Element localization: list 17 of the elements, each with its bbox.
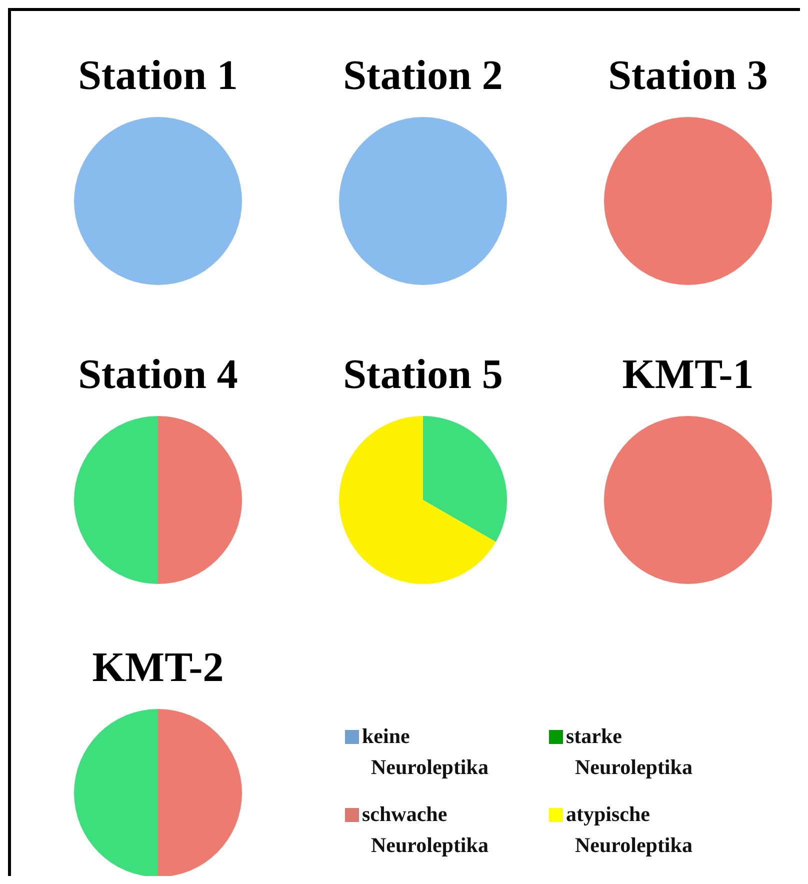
- chart-title: Station 1: [78, 53, 238, 99]
- pie-slice: [158, 416, 242, 584]
- pie-slice: [339, 416, 496, 584]
- chart-title: KMT-1: [622, 352, 754, 398]
- chart-title: Station 5: [343, 352, 503, 398]
- pie-slice: [74, 709, 158, 876]
- pie-slice: [74, 416, 158, 584]
- chart-title: KMT-2: [92, 645, 224, 691]
- pie-slice: [158, 709, 242, 876]
- chart-title: Station 4: [78, 352, 238, 398]
- category-label: schwache Neuroleptika: [362, 802, 489, 857]
- category-label: starke Neuroleptika: [566, 724, 693, 779]
- chart-title: Station 3: [608, 53, 768, 99]
- chart-title: Station 2: [343, 53, 503, 99]
- category-label: atypische Neuroleptika: [566, 802, 693, 857]
- category-label: keine Neuroleptika: [362, 724, 489, 779]
- pie-slice: [423, 416, 507, 542]
